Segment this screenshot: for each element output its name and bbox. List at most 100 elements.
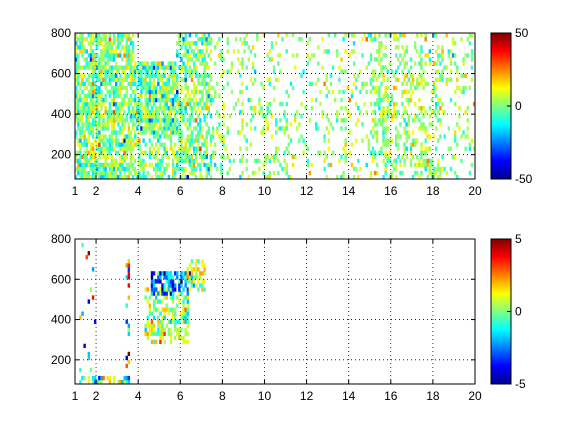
top-heatmap-cell [272, 158, 276, 164]
bottom-heatmap-cell [127, 271, 131, 276]
bottom-heatmap-cell [169, 271, 173, 276]
top-heatmap-cell [131, 33, 135, 38]
bottom-heatmap-cell [159, 271, 162, 276]
top-heatmap-cell [77, 61, 80, 66]
top-heatmap-cell [382, 53, 385, 58]
top-heatmap-cell [430, 110, 434, 115]
top-heatmap-cell [411, 77, 415, 82]
top-heatmap-cell [75, 166, 78, 172]
bottom-heatmap-cell [190, 275, 194, 280]
top-heatmap-cell [338, 65, 341, 70]
top-heatmap-cell [155, 122, 158, 127]
top-heatmap-cell [390, 162, 394, 168]
top-heatmap-cell [171, 65, 175, 70]
top-heatmap-cell [127, 49, 131, 54]
top-heatmap-cell [142, 162, 145, 168]
top-heatmap-cell [81, 37, 84, 42]
top-heatmap-cell [437, 174, 440, 180]
top-heatmap-cell [192, 69, 196, 74]
top-heatmap-cell [209, 138, 213, 143]
top-heatmap-cell [167, 118, 171, 123]
top-heatmap-cell [169, 142, 173, 147]
top-heatmap-cell [201, 174, 204, 180]
bottom-heatmap-cell [127, 259, 131, 264]
bottom-heatmap-cell [98, 379, 101, 385]
bottom-heatmap-cell [100, 379, 103, 385]
top-heatmap-cell [83, 101, 86, 107]
top-heatmap-cell [89, 106, 93, 111]
top-heatmap-cell [129, 170, 133, 176]
top-heatmap-cell [369, 101, 373, 107]
top-heatmap-cell [152, 122, 156, 127]
top-heatmap-cell [75, 77, 78, 82]
top-heatmap-cell [142, 158, 145, 164]
top-heatmap-cell [108, 150, 112, 155]
top-heatmap-cell [93, 93, 97, 99]
top-heatmap-cell [300, 37, 303, 42]
top-heatmap-cell [350, 93, 354, 99]
top-heatmap-cell [96, 162, 99, 168]
top-heatmap-cell [89, 110, 93, 115]
top-heatmap-cell [327, 118, 331, 123]
top-heatmap-cell [131, 142, 135, 147]
top-x-tick-label: 1 [72, 184, 79, 198]
top-heatmap-cell [275, 146, 278, 151]
bottom-heatmap-cell [163, 311, 166, 316]
top-heatmap-cell [75, 61, 78, 66]
bottom-heatmap-cell [192, 275, 196, 280]
bottom-heatmap-cell [148, 327, 152, 332]
top-heatmap-cell [98, 170, 101, 176]
top-heatmap-cell [173, 130, 177, 135]
bottom-heatmap-cell [184, 295, 187, 300]
top-heatmap-cell [161, 126, 164, 131]
bottom-heatmap-cell [188, 275, 192, 280]
top-heatmap-cell [378, 33, 381, 38]
top-heatmap-cell [169, 110, 173, 115]
top-heatmap-cell [87, 126, 91, 131]
top-heatmap-cell [163, 166, 166, 172]
top-heatmap-cell [249, 106, 253, 111]
bottom-heatmap-cell [91, 267, 95, 272]
top-heatmap-cell [169, 130, 173, 135]
top-heatmap-cell [376, 130, 379, 135]
top-heatmap-cell [456, 69, 459, 74]
top-heatmap-cell [123, 49, 126, 54]
top-heatmap-cell [437, 57, 440, 62]
top-heatmap-cell [456, 65, 459, 70]
top-heatmap-cell [163, 146, 166, 151]
top-heatmap-cell [89, 130, 93, 135]
top-heatmap-cell [79, 138, 82, 143]
bottom-heatmap-cell [186, 287, 189, 292]
top-heatmap-cell [369, 77, 373, 82]
top-heatmap-cell [98, 37, 101, 42]
top-heatmap-cell [125, 166, 128, 172]
top-heatmap-cell [98, 41, 101, 46]
top-heatmap-cell [146, 110, 149, 115]
top-heatmap-cell [365, 89, 368, 95]
bottom-heatmap-cell [87, 355, 91, 361]
top-heatmap-cell [127, 37, 131, 42]
top-heatmap-cell [192, 49, 196, 54]
top-heatmap-cell [300, 114, 303, 119]
bottom-heatmap-cell [201, 263, 204, 268]
top-heatmap-cell [197, 49, 200, 54]
top-heatmap-cell [243, 49, 246, 54]
top-heatmap-cell [91, 134, 95, 139]
top-heatmap-cell [188, 154, 192, 160]
bottom-heatmap-cell [112, 375, 116, 381]
top-heatmap-cell [180, 33, 183, 38]
top-heatmap-cell [123, 126, 126, 131]
top-heatmap-cell [104, 106, 107, 111]
top-heatmap-cell [190, 110, 194, 115]
bottom-heatmap-cell [184, 271, 187, 276]
top-heatmap-cell [119, 53, 122, 58]
top-heatmap-cell [205, 170, 208, 176]
top-heatmap-cell [344, 33, 347, 38]
top-heatmap-cell [127, 106, 131, 111]
top-heatmap-cell [119, 154, 122, 160]
top-heatmap-cell [138, 69, 141, 74]
top-heatmap-cell [310, 106, 314, 111]
bottom-heatmap-cell [150, 291, 154, 296]
top-heatmap-cell [249, 97, 253, 103]
top-heatmap-cell [384, 65, 387, 70]
